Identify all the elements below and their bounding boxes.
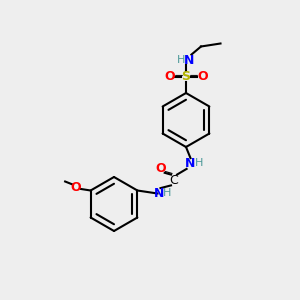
Text: S: S bbox=[182, 70, 190, 83]
Text: O: O bbox=[155, 161, 166, 175]
Text: H: H bbox=[163, 188, 172, 199]
Text: O: O bbox=[70, 181, 81, 194]
Text: C: C bbox=[169, 173, 178, 187]
Text: N: N bbox=[154, 187, 164, 200]
Text: O: O bbox=[197, 70, 208, 83]
Text: N: N bbox=[185, 157, 196, 170]
Text: N: N bbox=[184, 53, 194, 67]
Text: H: H bbox=[177, 55, 186, 65]
Text: H: H bbox=[195, 158, 204, 169]
Text: O: O bbox=[164, 70, 175, 83]
